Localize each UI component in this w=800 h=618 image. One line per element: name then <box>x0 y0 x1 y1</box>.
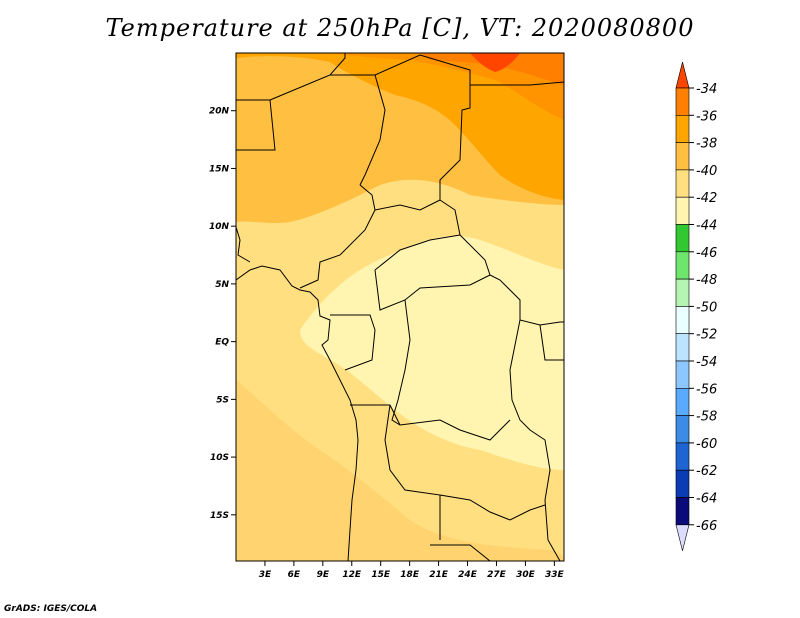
lon-tick-label: 27E <box>487 570 507 580</box>
lon-tick-label: 3E <box>259 570 272 580</box>
colorbar-label: -60 <box>696 437 717 452</box>
lon-tick-label: 12E <box>342 570 362 580</box>
lat-tick-label: 5N <box>215 280 229 290</box>
colorbar-box <box>675 251 690 280</box>
colorbar-box <box>675 278 690 307</box>
field-contour-35 <box>330 53 564 120</box>
lat-tick-label: 5S <box>216 395 229 405</box>
colorbar-box <box>675 387 690 416</box>
lat-axis: 20N 15N 10N 5N EQ 5S 10S 15S <box>209 107 236 521</box>
country-borders <box>236 53 564 561</box>
colorbar-label: -36 <box>696 109 717 124</box>
colorbar-top-triangle <box>675 61 690 89</box>
lat-tick-label: 10S <box>210 453 229 463</box>
colorbar-box <box>675 224 690 253</box>
colorbar-label: -48 <box>696 273 717 288</box>
colorbar-label: -46 <box>696 246 717 261</box>
colorbar-bottom-triangle <box>675 524 690 551</box>
plot-frame <box>235 52 565 562</box>
field-contour-42 <box>300 235 564 470</box>
lon-tick-label: 18E <box>400 570 420 580</box>
colorbar-label: -38 <box>696 137 717 152</box>
colorbar-box <box>675 469 690 498</box>
lat-tick-label: 10N <box>209 222 230 232</box>
colorbar-box <box>675 497 690 526</box>
colorbar-label: -64 <box>696 492 717 507</box>
lon-tick-label: 33E <box>545 570 565 580</box>
field-contour-36 <box>236 53 564 200</box>
chart-title: Temperature at 250hPa [C], VT: 202008080… <box>105 14 695 42</box>
lon-tick-label: 24E <box>458 570 478 580</box>
colorbar-box <box>675 115 690 143</box>
colorbar-label: -50 <box>696 300 717 315</box>
field-contour-34 <box>420 53 564 85</box>
colorbar-box <box>675 360 690 389</box>
colorbar-box <box>675 87 690 116</box>
field-contour-40s <box>236 380 564 561</box>
colorbar-label: -58 <box>696 410 717 425</box>
colorbar-label: -42 <box>696 191 717 206</box>
colorbar-label: -40 <box>696 164 717 179</box>
temperature-map: 3E 6E 9E 12E 15E 18E 21E 24E 27E 30E 33E 20N 15N 10N… <box>209 52 717 580</box>
colorbar-label: -66 <box>696 519 717 534</box>
colorbar-label: -44 <box>696 219 717 234</box>
colorbar-box <box>675 333 690 362</box>
colorbar-label: -52 <box>696 328 717 343</box>
field-contour-33 <box>470 53 520 72</box>
colorbar-box <box>675 306 690 334</box>
colorbar-box <box>675 196 690 225</box>
lon-tick-label: 6E <box>288 570 301 580</box>
credit-label: GrADS: IGES/COLA <box>4 604 98 614</box>
colorbar-box <box>675 169 690 198</box>
lat-tick-label: 15N <box>209 164 230 174</box>
lon-tick-label: 30E <box>516 570 536 580</box>
lon-axis: 3E 6E 9E 12E 15E 18E 21E 24E 27E 30E 33E <box>259 561 565 580</box>
colorbar-label: -56 <box>696 382 717 397</box>
colorbar-box <box>675 415 690 444</box>
colorbar: -34 -36 -38 -40 -42 -44 -46 -48 -50 -52 -54 -56 -58 -… <box>675 61 717 551</box>
colorbar-box <box>675 142 690 171</box>
lon-tick-label: 21E <box>429 570 449 580</box>
colorbar-label: -62 <box>696 464 717 479</box>
colorbar-label: -54 <box>696 355 717 370</box>
lat-tick-label: 15S <box>210 511 229 521</box>
colorbar-box <box>675 442 690 471</box>
lon-tick-label: 9E <box>317 570 330 580</box>
lat-tick-label: EQ <box>215 338 229 348</box>
lon-tick-label: 15E <box>371 570 391 580</box>
colorbar-label: -34 <box>696 82 717 97</box>
lat-tick-label: 20N <box>209 107 230 117</box>
